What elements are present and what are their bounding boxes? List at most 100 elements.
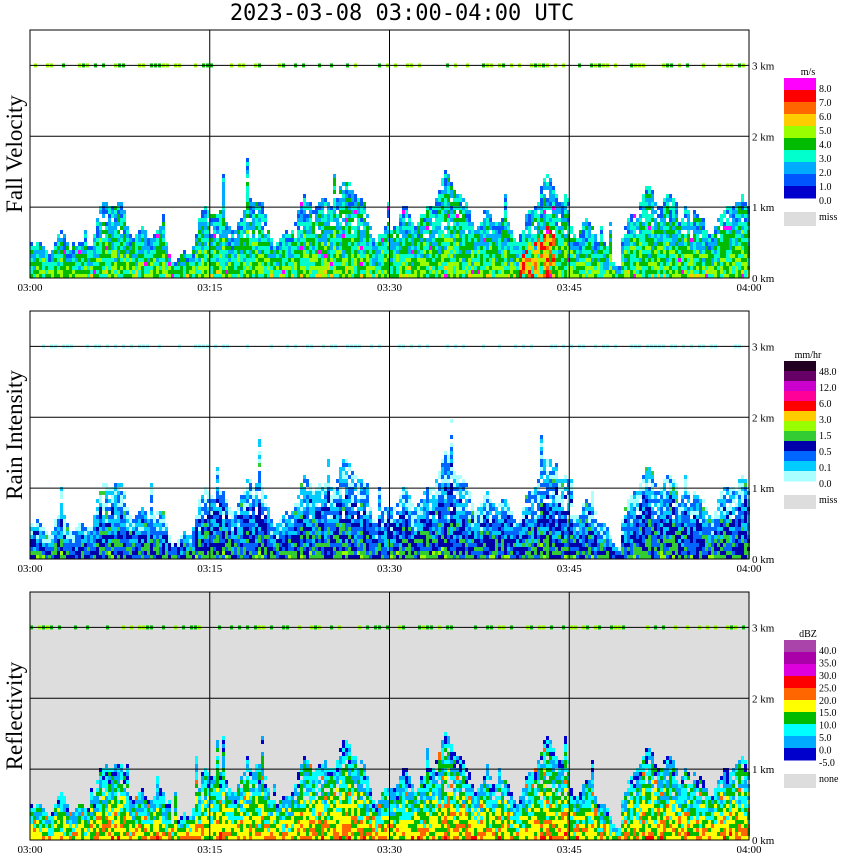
y-tick-label: 0 km <box>752 835 775 847</box>
x-tick-label: 04:00 <box>736 844 762 856</box>
colorbar-label: 5.0 <box>819 126 832 137</box>
x-tick-label: 03:30 <box>377 563 403 575</box>
colorbar-label: 25.0 <box>819 683 837 694</box>
panel-label: Fall Velocity <box>2 95 27 213</box>
echo-field <box>30 625 750 840</box>
x-tick-label: 03:00 <box>17 282 43 294</box>
y-tick-label: 2 km <box>752 693 775 705</box>
colorbar-label: 3.0 <box>819 415 832 426</box>
colorbar-swatch <box>784 664 816 677</box>
y-tick-label: 0 km <box>752 554 775 566</box>
panel-1: 03:00 03:15 03:30 03:45 04:000 km 1 km 2 km 3 k… <box>2 310 837 575</box>
colorbar-swatch <box>784 102 816 115</box>
colorbar-swatch <box>784 441 816 452</box>
colorbar-swatch <box>784 736 816 749</box>
plot-frame <box>29 310 750 560</box>
colorbar-swatch <box>784 471 816 482</box>
x-tick-label: 03:15 <box>197 844 223 856</box>
colorbar-label: 0.0 <box>819 746 832 757</box>
colorbar-label: 0.5 <box>819 447 832 458</box>
colorbar-label: 1.0 <box>819 182 832 193</box>
colorbar-unit: dBZ <box>799 629 817 640</box>
colorbar-label: -5.0 <box>819 758 835 769</box>
colorbar-label: 35.0 <box>819 658 837 669</box>
colorbar-label: 10.0 <box>819 721 837 732</box>
y-tick-label: 1 km <box>752 202 775 214</box>
x-tick-label: 03:45 <box>557 563 583 575</box>
x-tick-label: 04:00 <box>736 282 762 294</box>
y-tick-label: 3 km <box>752 622 775 634</box>
y-tick-label: 3 km <box>752 341 775 353</box>
colorbar-swatch <box>784 78 816 91</box>
figure-title: 2023-03-08 03:00-04:00 UTC <box>230 1 574 26</box>
colorbar-missing-label: none <box>819 774 839 785</box>
panel-label: Reflectivity <box>2 661 27 770</box>
y-tick-label: 3 km <box>752 60 775 72</box>
colorbar-label: 8.0 <box>819 84 832 95</box>
colorbar-swatch <box>784 748 816 761</box>
x-tick-label: 03:45 <box>557 844 583 856</box>
colorbar-label: 15.0 <box>819 708 837 719</box>
x-tick-label: 03:30 <box>377 282 403 294</box>
colorbar-swatch <box>784 90 816 103</box>
colorbar-label: 3.0 <box>819 154 832 165</box>
colorbar-missing-swatch <box>784 495 816 509</box>
x-tick-label: 04:00 <box>736 563 762 575</box>
colorbar-swatch <box>784 162 816 175</box>
x-tick-label: 03:00 <box>17 844 43 856</box>
colorbar-swatch <box>784 138 816 151</box>
colorbar-swatch <box>784 411 816 422</box>
colorbar-swatch <box>784 461 816 472</box>
colorbar-swatch <box>784 652 816 665</box>
colorbar-swatch <box>784 126 816 139</box>
colorbar-label: 1.5 <box>819 431 832 442</box>
colorbar-swatch <box>784 688 816 701</box>
colorbar-label: 0.0 <box>819 479 832 490</box>
colorbar-label: 6.0 <box>819 112 832 123</box>
colorbar-label: 5.0 <box>819 733 832 744</box>
colorbar-missing-label: miss <box>819 212 837 223</box>
y-tick-label: 2 km <box>752 412 775 424</box>
colorbar-swatch <box>784 150 816 163</box>
plot-frame <box>29 591 750 841</box>
colorbar-label: 20.0 <box>819 696 837 707</box>
colorbar-swatch <box>784 421 816 432</box>
colorbar-swatch <box>784 724 816 737</box>
colorbar-swatch <box>784 381 816 392</box>
colorbar-label: 7.0 <box>819 98 832 109</box>
colorbar-missing-swatch <box>784 212 816 226</box>
y-tick-label: 0 km <box>752 273 775 285</box>
panel-label: Rain Intensity <box>2 370 27 500</box>
colorbar-swatch <box>784 174 816 187</box>
colorbar: m/s8.0 7.0 6.0 5.0 4.0 3.0 2.0 1.0 0.0 miss <box>784 67 837 226</box>
echo-field <box>30 344 750 559</box>
colorbar-unit: mm/hr <box>795 350 822 361</box>
panel-0: 03:00 03:15 03:30 03:45 04:000 km 1 km 2 km 3 k… <box>2 29 837 294</box>
colorbar-missing-swatch <box>784 774 816 788</box>
x-tick-label: 03:15 <box>197 282 223 294</box>
colorbar-swatch <box>784 361 816 372</box>
colorbar-label: 48.0 <box>819 367 837 378</box>
panel-2: 03:00 03:15 03:30 03:45 04:000 km 1 km 2 km 3 k… <box>2 591 839 856</box>
y-tick-label: 1 km <box>752 483 775 495</box>
colorbar-label: 6.0 <box>819 399 832 410</box>
colorbar-swatch <box>784 712 816 725</box>
y-tick-label: 1 km <box>752 764 775 776</box>
colorbar-swatch <box>784 391 816 402</box>
colorbar-unit: m/s <box>801 67 816 78</box>
colorbar-missing-label: miss <box>819 495 837 506</box>
colorbar-label: 0.1 <box>819 463 832 474</box>
colorbar-swatch <box>784 700 816 713</box>
colorbar-swatch <box>784 114 816 127</box>
colorbar-label: 2.0 <box>819 168 832 179</box>
colorbar-swatch <box>784 640 816 653</box>
colorbar-swatch <box>784 676 816 689</box>
colorbar-label: 12.0 <box>819 383 837 394</box>
colorbar-swatch <box>784 431 816 442</box>
colorbar: mm/hr 48.0 12.0 6.0 3.0 1.5 0.5 0.1 0.0 miss <box>784 350 837 509</box>
colorbar-swatch <box>784 186 816 199</box>
colorbar-swatch <box>784 371 816 382</box>
colorbar-label: 30.0 <box>819 671 837 682</box>
